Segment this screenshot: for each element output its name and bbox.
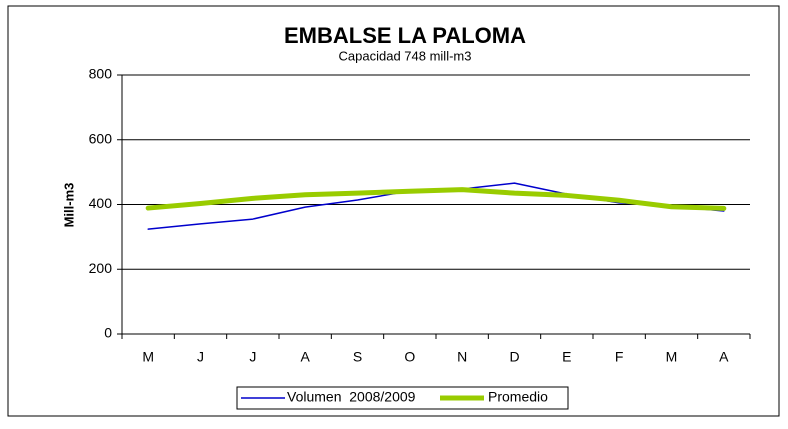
- x-tick-label: J: [249, 349, 256, 365]
- y-tick-label: 400: [89, 195, 113, 211]
- legend-label: Promedio: [488, 389, 548, 405]
- x-tick-label: D: [509, 349, 519, 365]
- y-axis-label: Mill-m3: [61, 183, 76, 228]
- y-tick-label: 600: [89, 130, 113, 146]
- series-line: [145, 187, 727, 211]
- x-tick-label: M: [142, 349, 154, 365]
- y-tick-label: 200: [89, 260, 113, 276]
- x-tick-label: A: [719, 349, 729, 365]
- x-tick-label: N: [457, 349, 467, 365]
- x-tick-label: F: [615, 349, 624, 365]
- x-tick-label: S: [353, 349, 362, 365]
- legend-label: Volumen 2008/2009: [287, 389, 416, 405]
- x-tick-label: E: [562, 349, 571, 365]
- y-tick-label: 800: [89, 66, 113, 82]
- x-tick-label: J: [197, 349, 204, 365]
- chart-frame: [7, 5, 780, 417]
- legend: [236, 386, 569, 410]
- x-tick-label: A: [300, 349, 310, 365]
- x-tick-label: O: [404, 349, 415, 365]
- chart-subtitle: Capacidad 748 mill-m3: [339, 48, 472, 63]
- y-tick-label: 0: [104, 325, 112, 341]
- chart-title: EMBALSE LA PALOMA: [284, 23, 526, 48]
- x-tick-label: M: [666, 349, 678, 365]
